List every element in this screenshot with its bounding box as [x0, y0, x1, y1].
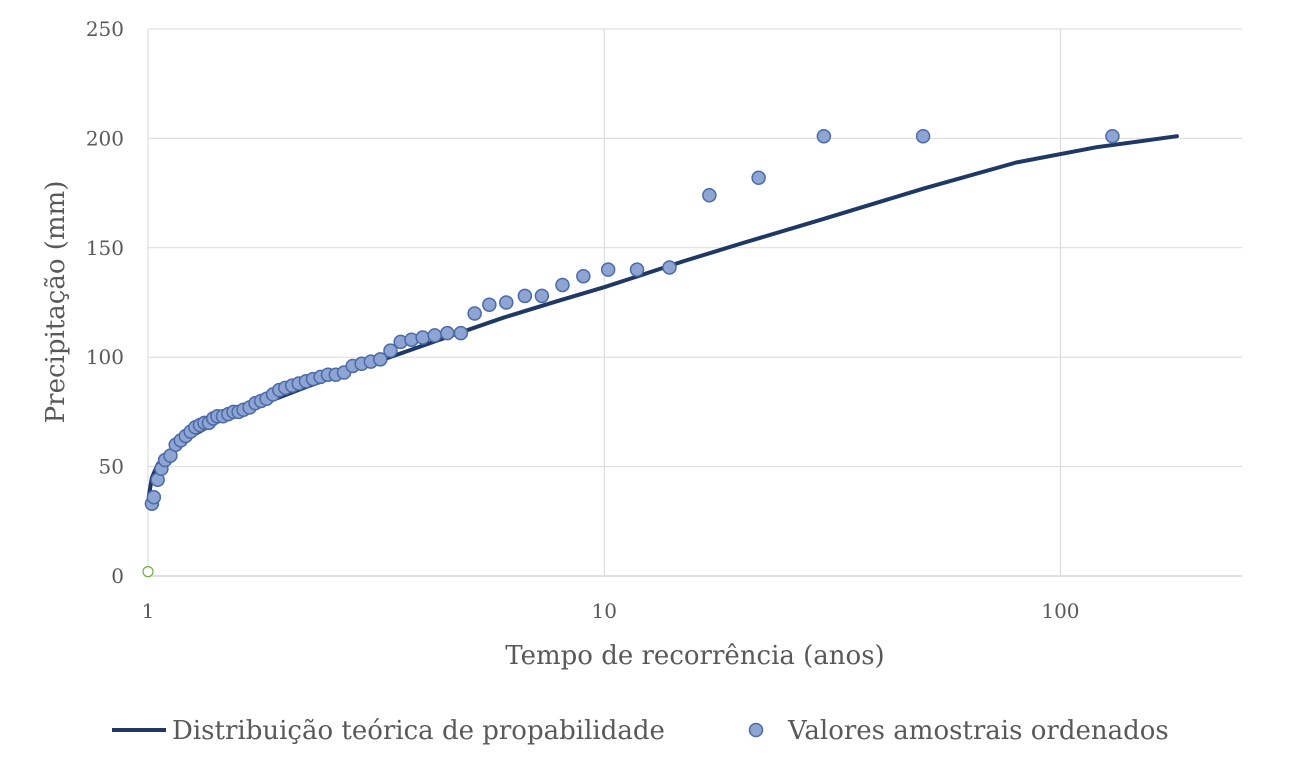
- sample-point: [383, 343, 398, 358]
- y-tick-label: 0: [111, 564, 124, 588]
- origin-point: [142, 566, 154, 578]
- x-tick-label: 100: [1041, 599, 1079, 623]
- legend: Distribuição teórica de propabilidade Va…: [112, 716, 1169, 746]
- sample-point: [467, 306, 482, 321]
- sample-point: [440, 325, 455, 341]
- gridlines: [147, 28, 1242, 577]
- y-tick-label: 250: [86, 17, 124, 41]
- x-tick-label: 1: [142, 599, 155, 623]
- sample-point: [662, 260, 677, 275]
- sample-point: [751, 170, 766, 186]
- sample-point: [373, 352, 388, 367]
- sample-point: [453, 325, 469, 341]
- sample-point: [915, 128, 931, 144]
- sample-point: [146, 489, 162, 505]
- y-tick-label: 50: [99, 455, 124, 479]
- sample-point: [600, 262, 616, 277]
- y-tick-label: 200: [86, 126, 124, 150]
- sample-point: [482, 297, 497, 312]
- sample-point: [534, 288, 550, 304]
- y-axis-title: Precipitação (mm): [41, 181, 71, 424]
- y-tick-label: 150: [86, 236, 124, 260]
- sample-point: [499, 295, 514, 310]
- legend-line-label: Distribuição teórica de propabilidade: [172, 716, 665, 746]
- sample-point: [1105, 128, 1120, 144]
- legend-marker-label: Valores amostrais ordenados: [787, 716, 1169, 746]
- legend-marker-swatch: [748, 722, 764, 738]
- sample-point: [629, 262, 645, 277]
- sample-point: [576, 268, 591, 284]
- sample-point: [427, 328, 442, 343]
- x-tick-label: 10: [591, 599, 616, 623]
- series-layer: [142, 128, 1179, 578]
- sample-point: [816, 128, 832, 144]
- y-tick-label: 100: [86, 345, 124, 369]
- sample-point: [702, 188, 717, 203]
- sample-point: [555, 277, 570, 293]
- sample-point: [517, 288, 533, 304]
- x-axis-title: Tempo de recorrência (anos): [505, 641, 884, 671]
- tick-labels: 0 50 100 150 200 250 1 10 100: [86, 17, 1080, 623]
- theoretical-distribution-line: [147, 134, 1179, 497]
- sample-point: [415, 330, 430, 345]
